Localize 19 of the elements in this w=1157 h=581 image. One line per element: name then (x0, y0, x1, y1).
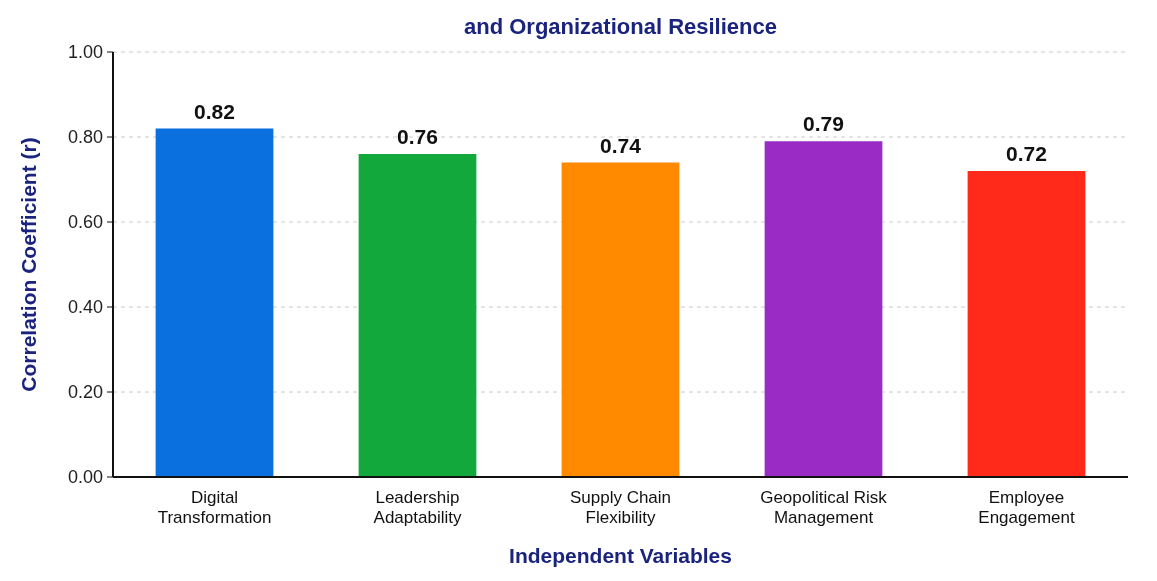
data-label: 0.72 (1006, 142, 1047, 165)
y-tick-label: 0.40 (67, 297, 103, 318)
data-label: 0.82 (194, 99, 235, 123)
y-tick-label: 0.20 (67, 382, 103, 403)
y-tick-label: 0.60 (67, 212, 103, 233)
x-tick-label: Leadership Adaptability (373, 488, 462, 528)
y-tick-label: 0.00 (67, 467, 103, 488)
x-tick-label: Digital Transformation (157, 488, 272, 528)
data-label: 0.74 (600, 133, 642, 157)
chart-title: and Organizational Resilience (464, 14, 777, 39)
data-label: 0.79 (803, 112, 844, 136)
x-tick-label: Geopolitical Risk Management (760, 488, 888, 528)
y-tick-label: 0.80 (67, 127, 103, 148)
data-label: 0.76 (397, 125, 438, 148)
y-axis-title: Correlation Coefficient (r) (17, 137, 40, 392)
y-tick-label: 1.00 (67, 42, 103, 63)
x-tick-label: Employee Engagement (978, 488, 1075, 528)
x-axis-title: Independent Variables (509, 544, 732, 567)
x-tick-label: Supply Chain Flexibility (569, 488, 672, 528)
